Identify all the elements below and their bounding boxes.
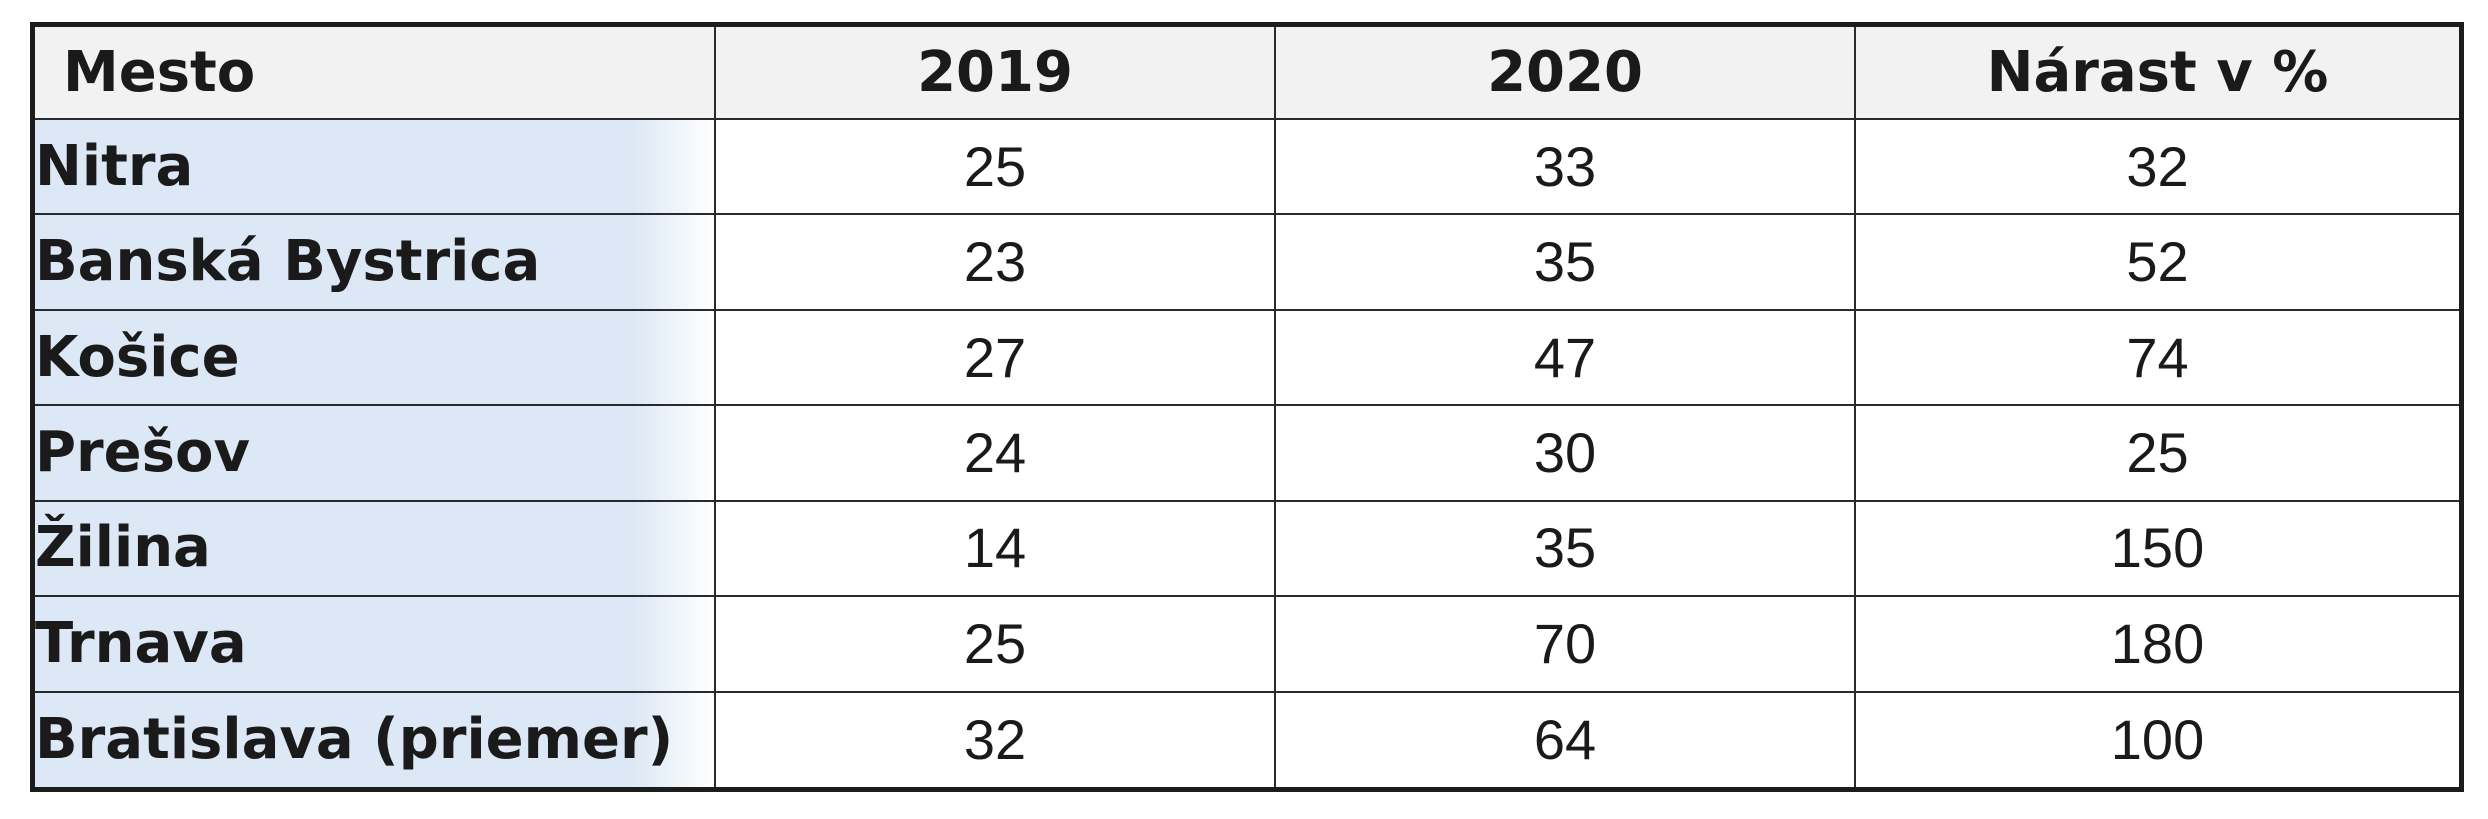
cell-2019: 25	[714, 595, 1276, 693]
cell-increase: 74	[1854, 308, 2459, 407]
cell-city: Banská Bystrica	[35, 213, 716, 311]
cell-2020: 35	[1274, 213, 1856, 311]
table-frame: Mesto 2019 2020 Nárast v % Nitra 25 33 3…	[30, 22, 2464, 792]
cell-city: Košice	[35, 308, 716, 407]
cell-2019: 23	[714, 213, 1276, 311]
header-city: Mesto	[35, 27, 716, 120]
cell-city: Trnava	[35, 595, 716, 693]
table-row: Banská Bystrica 23 35 52	[35, 213, 2459, 311]
cell-2020: 64	[1274, 690, 1856, 787]
table-body: Nitra 25 33 32 Banská Bystrica 23 35 52 …	[35, 117, 2459, 787]
table-row: Košice 27 47 74	[35, 308, 2459, 407]
cell-2020: 30	[1274, 404, 1856, 502]
cell-city: Žilina	[35, 499, 716, 598]
cell-2019: 27	[714, 308, 1276, 407]
cell-city: Prešov	[35, 404, 716, 502]
table-row: Trnava 25 70 180	[35, 595, 2459, 693]
table-row: Žilina 14 35 150	[35, 499, 2459, 598]
cell-increase: 52	[1854, 213, 2459, 311]
table-header: Mesto 2019 2020 Nárast v %	[35, 27, 2459, 120]
cell-increase: 32	[1854, 117, 2459, 216]
cell-2019: 14	[714, 499, 1276, 598]
cell-2019: 32	[714, 690, 1276, 787]
header-2020: 2020	[1274, 27, 1856, 120]
cell-increase: 150	[1854, 499, 2459, 598]
cell-2020: 35	[1274, 499, 1856, 598]
header-row: Mesto 2019 2020 Nárast v %	[35, 27, 2459, 120]
cell-2020: 70	[1274, 595, 1856, 693]
header-increase: Nárast v %	[1854, 27, 2459, 120]
cell-city: Nitra	[35, 117, 716, 216]
cell-city: Bratislava (priemer)	[35, 690, 716, 787]
table-row: Bratislava (priemer) 32 64 100	[35, 690, 2459, 787]
cell-increase: 25	[1854, 404, 2459, 502]
table-row: Prešov 24 30 25	[35, 404, 2459, 502]
cell-2020: 33	[1274, 117, 1856, 216]
cell-increase: 100	[1854, 690, 2459, 787]
table-row: Nitra 25 33 32	[35, 117, 2459, 216]
cell-2020: 47	[1274, 308, 1856, 407]
header-2019: 2019	[714, 27, 1276, 120]
cell-increase: 180	[1854, 595, 2459, 693]
data-table: Mesto 2019 2020 Nárast v % Nitra 25 33 3…	[35, 27, 2459, 787]
cell-2019: 24	[714, 404, 1276, 502]
cell-2019: 25	[714, 117, 1276, 216]
